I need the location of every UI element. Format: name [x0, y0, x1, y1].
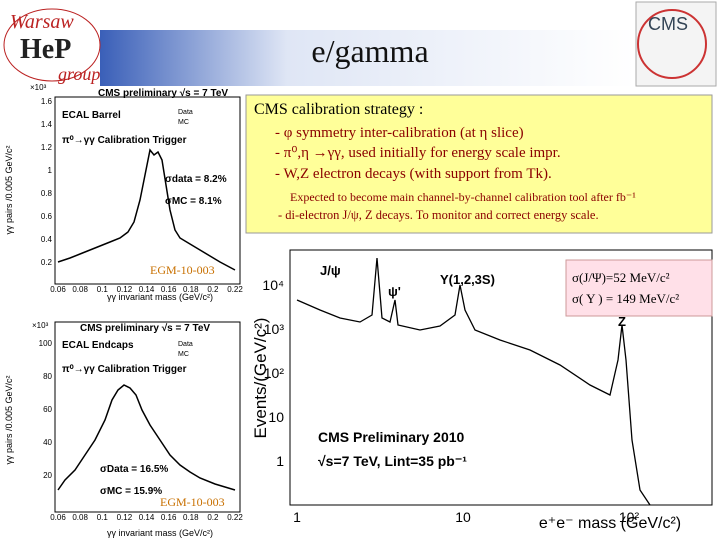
x-tick-label: 0.14	[139, 285, 155, 294]
y-tick-label: 0.6	[41, 212, 53, 221]
resolution: σ( Υ ) = 149 MeV/c²	[572, 291, 679, 306]
x-label: e⁺e⁻ mass (GeV/c²)	[539, 515, 681, 532]
x-tick-label: 0.18	[183, 513, 199, 522]
legend: MC	[178, 351, 189, 358]
cms-logo-text: CMS	[648, 14, 688, 34]
trigger: π⁰→γγ Calibration Trigger	[62, 135, 187, 146]
item: - φ symmetry inter-calibration (at η sli…	[275, 125, 524, 141]
peak-label: Υ(1,2,3S)	[440, 272, 495, 287]
hep-logo: Warsaw HeP group	[3, 8, 101, 84]
y-tick-label: 1.2	[41, 143, 53, 152]
x-tick-label: 0.22	[227, 285, 243, 294]
strategy-box: CMS calibration strategy : - φ symmetry …	[245, 94, 713, 234]
ref: EGM-10-003	[150, 263, 215, 277]
y-tick-label: 1.6	[41, 97, 53, 106]
x-tick-label: 0.14	[139, 513, 155, 522]
caption: CMS Preliminary 2010	[318, 429, 465, 445]
x-tick-label: 1	[293, 509, 301, 525]
histogram	[57, 384, 236, 491]
x-tick-label: 0.06	[50, 285, 66, 294]
y-tick-label: 1	[48, 166, 53, 175]
plot-title: CMS preliminary √s = 7 TeV	[98, 88, 228, 99]
resolution: σ(J/Ψ)=52 MeV/c²	[572, 270, 670, 285]
trigger: π⁰→γγ Calibration Trigger	[62, 364, 187, 375]
x-tick-label: 0.1	[97, 285, 109, 294]
y-tick-label: 20	[43, 471, 52, 480]
x-tick-label: 0.06	[50, 513, 66, 522]
item: - π⁰,η →γγ, used initially for energy sc…	[275, 145, 561, 161]
endcap-plot: CMS preliminary √s = 7 TeV ECAL Endcaps …	[4, 321, 243, 538]
x-tick-label: 10	[455, 509, 471, 525]
x-label: γγ invariant mass (GeV/c²)	[107, 528, 213, 538]
logo-letters: HeP	[20, 34, 71, 65]
frame	[54, 321, 241, 513]
x-tick-label: 0.2	[207, 513, 219, 522]
sigma: σMC = 15.9%	[100, 486, 162, 497]
x-tick-label: 0.1	[97, 513, 109, 522]
x-tick-label: 0.22	[227, 513, 243, 522]
y-tick-label: 10⁴	[262, 277, 284, 293]
resolution-box: σ(J/Ψ)=52 MeV/c² σ( Υ ) = 149 MeV/c²	[565, 259, 713, 317]
sigma: σdata = 8.2%	[165, 174, 227, 185]
note: - di-electron J/ψ, Z decays. To monitor …	[278, 208, 599, 222]
legend: Data	[178, 109, 193, 116]
y-tick-label: 40	[43, 438, 52, 447]
peak-label: J/ψ	[320, 263, 341, 278]
logo-top: Warsaw	[10, 11, 74, 33]
y-tick-label: 10	[268, 409, 284, 425]
multiplier: ×10³	[32, 321, 49, 330]
y-tick-label: 0.2	[41, 258, 53, 267]
y-label: γγ pairs /0.005 GeV/c²	[4, 145, 14, 234]
x-label: γγ invariant mass (GeV/c²)	[107, 292, 213, 302]
box	[245, 94, 713, 234]
y-tick-label: 10²	[264, 365, 285, 381]
cms-logo: CMS	[635, 1, 717, 87]
ref: EGM-10-003	[160, 495, 225, 509]
legend: Data	[178, 341, 193, 348]
spectrum	[296, 257, 651, 506]
header-band	[100, 30, 635, 86]
y-label: Events/(GeV/c²)	[251, 318, 270, 439]
y-tick-label: 60	[43, 405, 52, 414]
x-tick-label: 0.08	[72, 513, 88, 522]
peak-label: ψ'	[388, 284, 401, 299]
peak-label: Z	[618, 314, 626, 329]
barrel-plot: CMS preliminary √s = 7 TeV ECAL Barrel π…	[4, 83, 243, 302]
y-label: γγ pairs /0.005 GeV/c²	[4, 375, 14, 464]
x-tick-label: 0.2	[207, 285, 219, 294]
multiplier: ×10³	[30, 83, 47, 92]
y-tick-label: 80	[43, 372, 52, 381]
box	[565, 259, 713, 317]
x-tick-label: 0.08	[72, 285, 88, 294]
sigma: σMC = 8.1%	[165, 196, 222, 207]
y-tick-label: 0.8	[41, 189, 53, 198]
histogram	[57, 148, 236, 271]
heading: CMS calibration strategy :	[254, 101, 423, 118]
y-tick-label: 1.4	[41, 120, 53, 129]
item: - W,Z electron decays (with support from…	[275, 166, 552, 182]
y-tick-label: 10³	[264, 321, 285, 337]
x-tick-label: 10²	[619, 509, 640, 525]
plot-title: CMS preliminary √s = 7 TeV	[80, 323, 210, 334]
y-tick-label: 100	[39, 339, 53, 348]
x-tick-label: 0.16	[161, 513, 177, 522]
x-tick-label: 0.12	[117, 513, 133, 522]
x-tick-label: 0.12	[117, 285, 133, 294]
slide-title: e/gamma	[311, 33, 428, 69]
x-tick-label: 0.18	[183, 285, 199, 294]
x-tick-label: 0.16	[161, 285, 177, 294]
sigma: σData = 16.5%	[100, 464, 168, 475]
y-tick-label: 1	[276, 453, 284, 469]
caption: √s=7 TeV, Lint=35 pb⁻¹	[318, 453, 467, 469]
y-tick-label: 0.4	[41, 235, 53, 244]
region: ECAL Barrel	[62, 110, 121, 121]
region: ECAL Endcaps	[62, 340, 134, 351]
legend: MC	[178, 119, 189, 126]
logo-bottom: group	[58, 64, 100, 84]
frame	[54, 96, 241, 285]
note: Expected to become main channel-by-chann…	[290, 190, 636, 204]
